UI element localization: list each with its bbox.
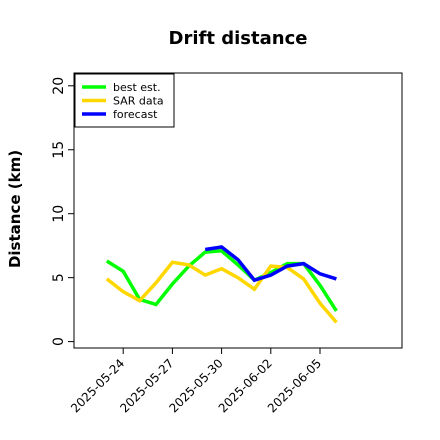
y-tick-label: 15 [51,141,67,159]
plot-area: 051015202025-05-242025-05-272025-05-3020… [51,72,403,415]
y-tick-label: 5 [51,273,67,282]
y-axis-label: Distance (km) [6,150,24,268]
series-line-sar-data [105,260,338,324]
plot-frame [73,72,403,349]
y-tick-label: 20 [51,77,67,95]
chart-title: Drift distance [169,28,308,49]
y-tick-label: 0 [51,337,67,346]
series-line-best-est [105,248,338,312]
legend-label-forecast: forecast [113,108,158,121]
series-line-forecast [204,245,337,283]
legend-box [74,73,175,128]
y-tick-label: 10 [51,205,67,223]
legend-label-sar-data: SAR data [113,95,164,108]
legend-label-best-est: best est. [113,81,161,94]
